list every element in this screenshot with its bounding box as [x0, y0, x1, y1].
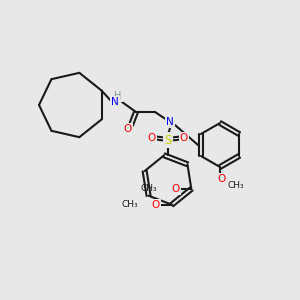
Text: O: O — [171, 184, 179, 194]
Text: N: N — [111, 97, 119, 107]
Text: O: O — [180, 133, 188, 143]
Text: O: O — [124, 124, 132, 134]
Text: N: N — [166, 117, 174, 127]
Text: H: H — [114, 91, 122, 101]
Text: CH₃: CH₃ — [141, 184, 157, 194]
Text: S: S — [164, 134, 172, 146]
Text: O: O — [148, 133, 156, 143]
Text: CH₃: CH₃ — [228, 181, 244, 190]
Text: CH₃: CH₃ — [121, 200, 138, 209]
Text: O: O — [152, 200, 160, 210]
Text: O: O — [218, 174, 226, 184]
